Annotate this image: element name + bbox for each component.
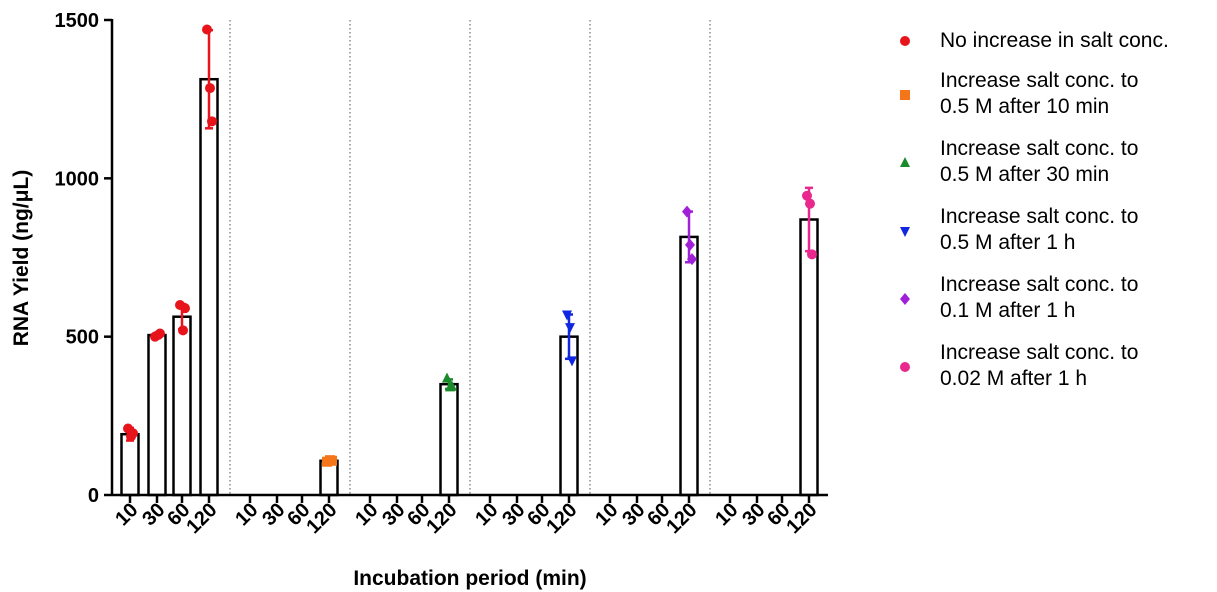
data-point [807,249,817,260]
data-point [207,116,217,127]
data-point [442,372,452,383]
x-tick-label: 120 [302,499,341,538]
y-tick-label: 500 [66,327,99,349]
data-point [178,325,188,336]
legend-item: Increase salt conc. to 0.1 M after 1 h [900,273,1138,322]
bar [439,382,459,497]
bar [199,77,219,497]
x-tick-label: 120 [782,499,821,538]
bar [679,235,699,497]
y-tick-label: 1000 [55,168,100,190]
data-point [327,455,337,466]
legend-label: Increase salt conc. to [940,341,1138,364]
legend-marker [900,293,910,305]
data-point [155,328,165,339]
legend-label: 0.5 M after 1 h [940,231,1075,254]
legend-item: Increase salt conc. to 0.5 M after 30 min [900,137,1138,186]
data-point [562,310,572,321]
legend-marker [900,157,910,167]
legend-item: Increase salt conc. to 0.02 M after 1 h [900,341,1138,390]
bar [147,333,167,497]
legend-label: Increase salt conc. to [940,69,1138,92]
legend-item: Increase salt conc. to 0.5 M after 10 min [900,69,1138,118]
legend-item: Increase salt conc. to 0.5 M after 1 h [900,205,1138,254]
bar [799,218,819,497]
data-point [805,198,815,209]
data-point [447,380,457,391]
legend-marker [900,90,910,100]
data-point [565,323,575,334]
x-tick-label: 120 [182,499,221,538]
bar [120,432,140,497]
data-point [128,428,138,439]
legend-label: Increase salt conc. to [940,273,1138,296]
data-point [180,303,190,314]
legend-marker [900,362,910,372]
legend-label: Increase salt conc. to [940,137,1138,160]
y-tick-label: 0 [88,485,99,507]
legend-label: 0.5 M after 30 min [940,163,1109,186]
data-point [687,253,697,266]
legend: No increase in salt conc. Increase salt c… [900,29,1169,390]
x-tick-label: 120 [662,499,701,538]
legend-label: 0.02 M after 1 h [940,367,1087,390]
data-point [682,205,692,218]
data-point [685,238,695,251]
legend-marker [900,227,910,237]
legend-label: 0.5 M after 10 min [940,95,1109,118]
legend-label: No increase in salt conc. [940,29,1169,52]
data-point [205,83,215,94]
x-axis-title: Incubation period (min) [353,567,586,590]
data-point [802,190,812,201]
y-axis-title: RNA Yield (ng/μL) [10,170,33,347]
plot-area [120,20,819,497]
y-tick-label: 1500 [55,10,100,32]
x-tick-label: 120 [542,499,581,538]
legend-item: No increase in salt conc. [900,29,1169,52]
data-point [567,356,577,367]
data-point [202,24,212,35]
legend-label: Increase salt conc. to [940,205,1138,228]
legend-marker [900,36,910,46]
legend-label: 0.1 M after 1 h [940,299,1075,322]
x-tick-label: 120 [422,499,461,538]
bar [172,315,192,497]
